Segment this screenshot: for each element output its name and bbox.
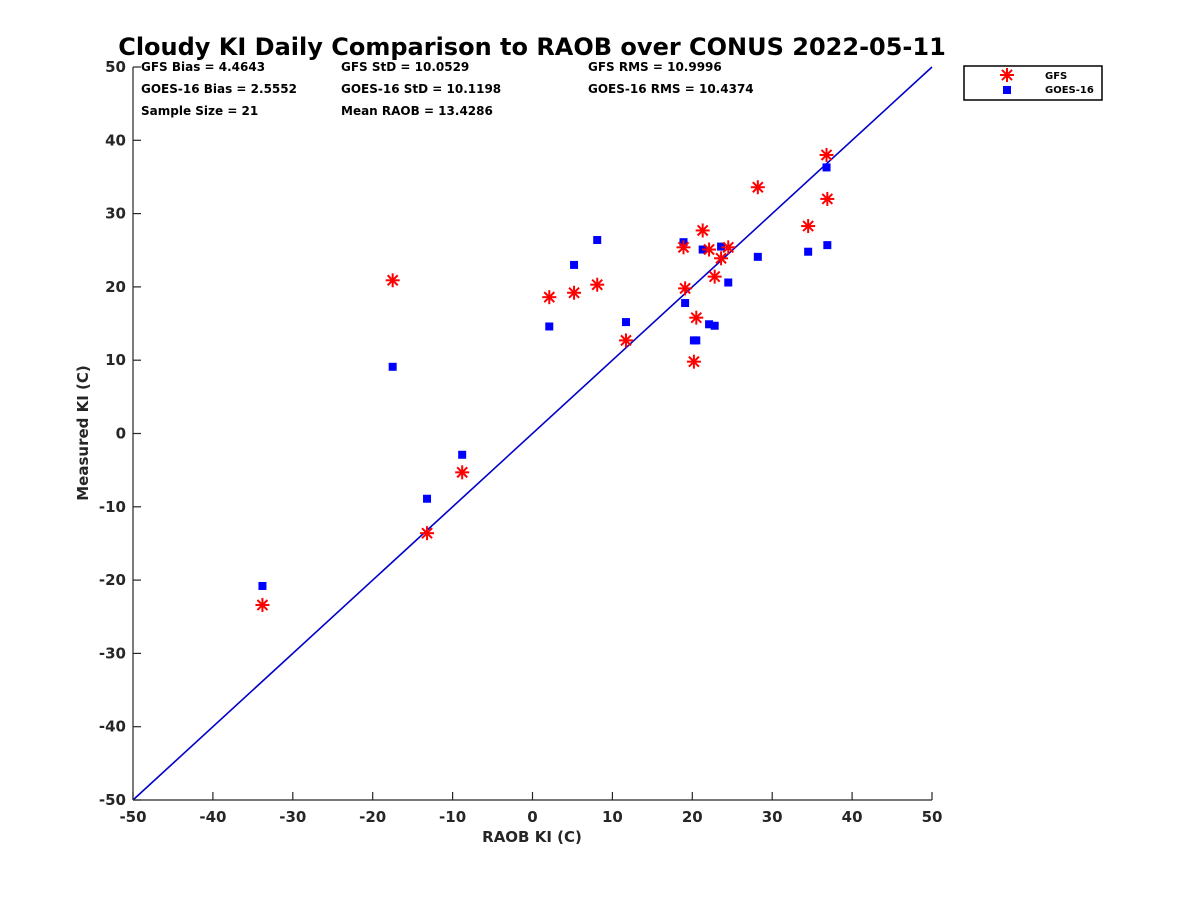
y-axis-ticks: -50 -40 -30 -20 -10 0 10 20 30 40 50 [99, 58, 141, 809]
x-tick-label: -10 [439, 808, 466, 826]
plot-area [132, 66, 933, 801]
gfs-point [707, 269, 722, 284]
legend-goes16-marker [1003, 86, 1011, 94]
gfs-point [702, 242, 717, 257]
goes16-point [717, 242, 726, 251]
goes16-point [724, 278, 733, 287]
gfs-point [455, 465, 470, 480]
y-tick-label: -40 [99, 718, 126, 736]
goes16-point [458, 450, 467, 459]
x-tick-label: -20 [359, 808, 386, 826]
gfs-point [255, 598, 270, 613]
stat-goes-std: GOES-16 StD = 10.1198 [341, 82, 501, 96]
axes: -50 -40 -30 -20 -10 0 10 20 30 40 50 -50-40-30-20-… [99, 58, 943, 826]
goes16-point [681, 299, 690, 308]
legend-box [963, 65, 1103, 101]
gfs-point [385, 273, 400, 288]
x-tick-label: 50 [922, 808, 943, 826]
goes16-point [705, 320, 714, 329]
gfs-point [542, 290, 557, 305]
goes16-point [804, 247, 813, 256]
stat-mean-raob: Mean RAOB = 13.4286 [341, 104, 493, 118]
data-points [255, 147, 835, 613]
legend-gfs-symbol [1000, 68, 1014, 82]
x-axis-ticks: -50 -40 -30 -20 -10 0 10 20 30 40 50 [119, 792, 942, 826]
goes16-point [423, 494, 432, 503]
goes16-point [823, 241, 832, 250]
one-to-one-line [132, 66, 933, 801]
stat-sample-size: Sample Size = 21 [141, 104, 258, 118]
y-tick-label: -50 [99, 791, 126, 809]
y-tick-label: -20 [99, 571, 126, 589]
x-tick-label: -30 [279, 808, 306, 826]
goes16-point [822, 163, 831, 172]
goes16-point [593, 235, 602, 244]
goes16-point [621, 318, 630, 327]
stat-gfs-std: GFS StD = 10.0529 [341, 60, 469, 74]
y-tick-label: 0 [116, 425, 126, 443]
x-axis-label: RAOB KI (C) [482, 828, 582, 846]
legend-goes16-label: GOES-16 [1045, 85, 1094, 96]
gfs-point [567, 285, 582, 300]
legend-gfs-marker [1000, 68, 1014, 82]
y-tick-label: 10 [105, 351, 126, 369]
stat-goes-rms: GOES-16 RMS = 10.4374 [588, 82, 754, 96]
stat-gfs-rms: GFS RMS = 10.9996 [588, 60, 722, 74]
goes16-point [753, 252, 762, 261]
legend-gfs-label: GFS [1045, 71, 1067, 82]
x-tick-label: 0 [527, 808, 537, 826]
goes16-point [692, 336, 701, 345]
stat-goes-bias: GOES-16 Bias = 2.5552 [141, 82, 297, 96]
y-tick-label: -10 [99, 498, 126, 516]
gfs-point [686, 354, 701, 369]
x-tick-label: 20 [682, 808, 703, 826]
y-axis-label: Measured KI (C) [74, 365, 92, 501]
gfs-point [721, 240, 736, 255]
gfs-point [420, 526, 435, 541]
gfs-point [750, 180, 765, 195]
y-tick-label: 20 [105, 278, 126, 296]
x-tick-label: 30 [762, 808, 783, 826]
gfs-point [678, 281, 693, 296]
goes16-point [710, 321, 719, 330]
y-tick-label: 30 [105, 205, 126, 223]
gfs-point [618, 333, 633, 348]
goes16-point [570, 260, 579, 269]
goes16-point [258, 581, 267, 590]
gfs-point [590, 277, 605, 292]
goes16-point [545, 322, 554, 331]
x-tick-label: 40 [842, 808, 863, 826]
gfs-point [695, 223, 710, 238]
y-tick-label: -30 [99, 644, 126, 662]
gfs-point [820, 191, 835, 206]
y-tick-label: 50 [105, 58, 126, 76]
gfs-point [714, 251, 729, 266]
x-tick-label: -40 [199, 808, 226, 826]
gfs-point [689, 310, 704, 325]
legend-goes16-symbol [1003, 86, 1011, 94]
x-tick-label: -50 [119, 808, 146, 826]
chart-title: Cloudy KI Daily Comparison to RAOB over … [118, 33, 946, 61]
gfs-point [801, 219, 816, 234]
stat-gfs-bias: GFS Bias = 4.4643 [141, 60, 265, 74]
legend: GFS GOES-16 [963, 65, 1103, 101]
gfs-point [819, 147, 834, 162]
goes16-point [388, 362, 397, 371]
x-tick-label: 10 [602, 808, 623, 826]
y-tick-label: 40 [105, 131, 126, 149]
gfs-point [676, 240, 691, 255]
stats-annotations: GFS Bias = 4.4643 GFS StD = 10.0529 GFS … [141, 60, 754, 118]
